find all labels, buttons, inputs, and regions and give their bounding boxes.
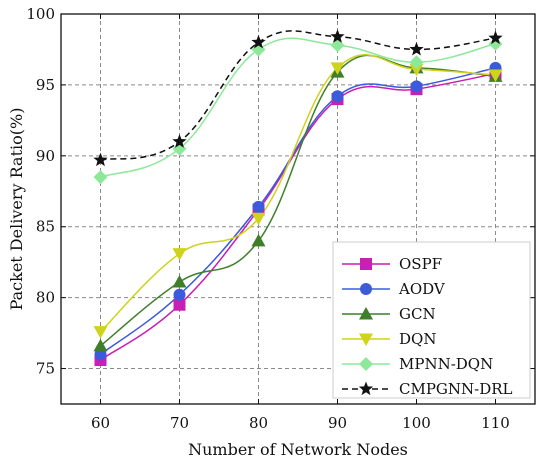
y-tick-label: 80 bbox=[36, 289, 55, 307]
data-point bbox=[409, 55, 424, 70]
data-point bbox=[172, 248, 187, 261]
legend-label: GCN bbox=[399, 305, 436, 323]
plot-frame bbox=[60, 13, 536, 405]
x-tick-label: 90 bbox=[328, 414, 347, 432]
data-point bbox=[488, 36, 503, 51]
legend-marker bbox=[360, 258, 372, 270]
data-point bbox=[94, 348, 107, 361]
y-tick-label: 75 bbox=[36, 360, 55, 378]
data-point bbox=[172, 134, 187, 148]
data-point bbox=[173, 288, 186, 301]
legend-marker bbox=[359, 307, 373, 320]
data-point bbox=[251, 212, 266, 226]
x-axis-title: Number of Network Nodes bbox=[188, 440, 408, 459]
legend-marker bbox=[359, 333, 373, 346]
legend-label: AODV bbox=[398, 280, 446, 298]
data-point bbox=[251, 34, 266, 49]
series-layer bbox=[93, 29, 503, 367]
data-point bbox=[331, 90, 344, 103]
data-point bbox=[93, 326, 108, 339]
legend: OSPF AODV GCN DQN MPNN-DQN CMPGNN-DRL bbox=[332, 241, 531, 399]
y-tick-label: 95 bbox=[36, 76, 55, 94]
data-point bbox=[409, 41, 424, 56]
data-point bbox=[488, 30, 503, 45]
y-tick-label: 85 bbox=[36, 218, 55, 236]
data-point bbox=[330, 29, 345, 43]
data-point bbox=[488, 69, 503, 82]
data-point bbox=[410, 80, 423, 93]
data-point bbox=[172, 275, 187, 288]
x-tick-label: 60 bbox=[91, 414, 110, 432]
data-point bbox=[330, 38, 345, 53]
data-point bbox=[251, 233, 266, 247]
legend-label: CMPGNN-DRL bbox=[399, 380, 513, 398]
y-tick-label: 100 bbox=[26, 5, 55, 23]
data-point bbox=[252, 200, 265, 213]
data-point bbox=[409, 63, 424, 77]
data-point bbox=[93, 152, 108, 167]
y-tick-label: 90 bbox=[36, 147, 55, 165]
x-tick-label: 110 bbox=[481, 414, 510, 432]
data-point bbox=[330, 62, 345, 75]
x-tick-label: 70 bbox=[170, 414, 189, 432]
legend-marker bbox=[358, 381, 374, 396]
data-point bbox=[93, 338, 108, 352]
legend-label: OSPF bbox=[399, 255, 442, 273]
legend-label: MPNN-DQN bbox=[399, 355, 493, 373]
legend-marker bbox=[359, 357, 373, 371]
data-point bbox=[93, 170, 108, 185]
y-axis-title: Packet Delivery Ratio(%) bbox=[7, 108, 26, 311]
legend-label: DQN bbox=[399, 330, 436, 348]
x-tick-label: 100 bbox=[402, 414, 431, 432]
data-point bbox=[173, 298, 186, 311]
x-tick-label: 80 bbox=[249, 414, 268, 432]
legend-marker bbox=[360, 283, 372, 295]
axis-ticks: 60 70 80 90 100 110 75 80 85 90 95 100 bbox=[26, 5, 535, 432]
